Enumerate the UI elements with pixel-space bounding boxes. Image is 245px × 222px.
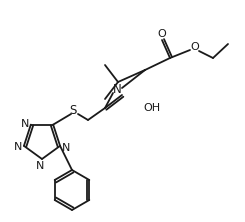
Text: N: N: [62, 143, 70, 153]
Text: N: N: [113, 83, 121, 95]
Text: N: N: [36, 161, 44, 171]
Text: OH: OH: [143, 103, 160, 113]
Text: N: N: [14, 142, 22, 152]
Text: S: S: [69, 103, 77, 117]
Text: O: O: [191, 42, 199, 52]
Text: O: O: [158, 29, 166, 39]
Text: N: N: [21, 119, 29, 129]
